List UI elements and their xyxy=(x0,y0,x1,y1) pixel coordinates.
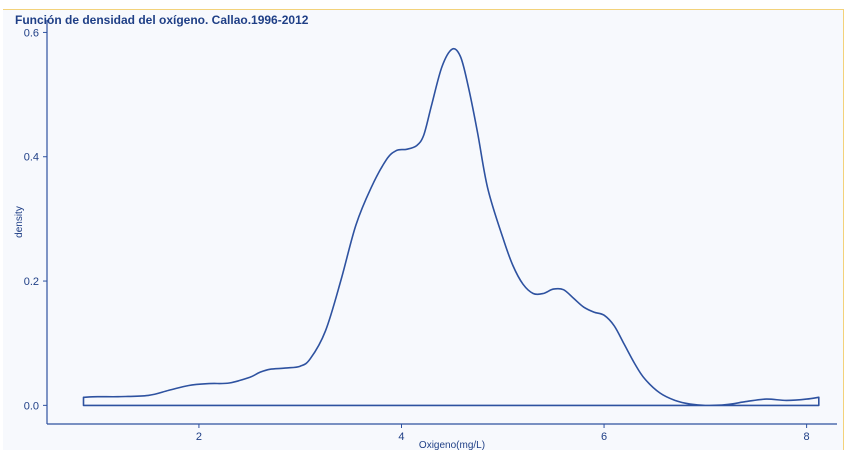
plot-marks xyxy=(82,47,820,407)
axes xyxy=(46,20,837,425)
y-tick-label: 0.2 xyxy=(24,276,39,288)
y-tick-label: 0.0 xyxy=(24,400,39,412)
x-axis-title: Oxigeno(mg/L) xyxy=(419,440,485,451)
chart-title: Función de densidad del oxígeno. Callao.… xyxy=(15,13,309,27)
x-tick-label: 6 xyxy=(601,431,607,443)
y-tick-label: 0.6 xyxy=(24,27,39,39)
y-tick-label: 0.4 xyxy=(24,152,39,164)
density-curve xyxy=(82,47,820,407)
axis-ticks: 0.0 0.2 0.4 0.6 2 4 6 8 xyxy=(24,27,810,443)
x-tick-label: 8 xyxy=(804,431,810,443)
x-tick-label: 2 xyxy=(196,431,202,443)
x-tick-label: 4 xyxy=(398,431,404,443)
plot-panel xyxy=(3,9,844,450)
y-axis-title: density xyxy=(14,206,25,238)
